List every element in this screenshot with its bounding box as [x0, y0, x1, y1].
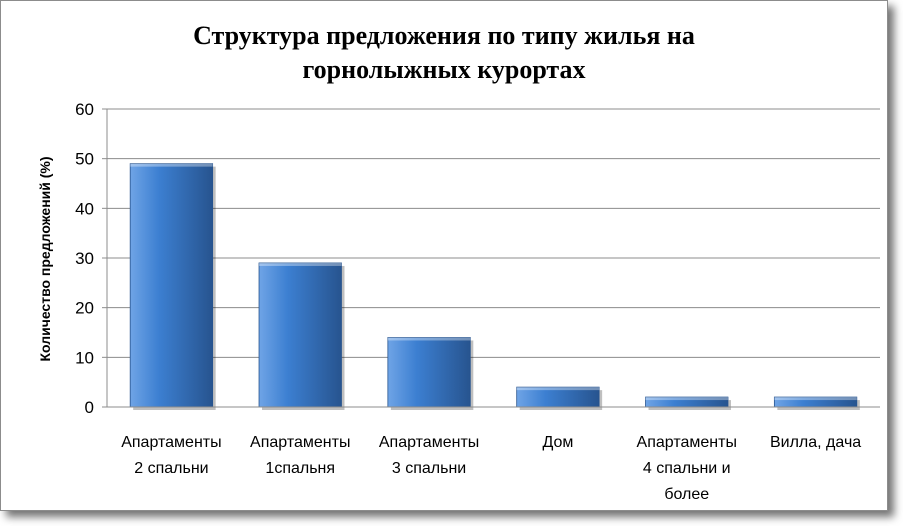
bar-highlight: [387, 337, 471, 341]
bar: [129, 163, 214, 408]
bars: [129, 163, 860, 410]
axes: [106, 109, 880, 408]
chart-title: Структура предложения по типу жилья на г…: [1, 19, 887, 87]
bar-highlight: [259, 262, 342, 266]
x-category-label: Апартаменты 1спальня: [250, 434, 350, 477]
y-tick-label: 50: [75, 150, 94, 169]
x-category-label: Апартаменты 2 спальни: [121, 434, 221, 477]
y-tick-labels: 0 10 20 30 40 50 60: [75, 100, 94, 417]
chart-title-line-1: Структура предложения по типу жилья на: [193, 21, 695, 50]
bar-highlight: [516, 387, 600, 391]
x-category-label: Вилла, дача: [770, 434, 861, 451]
chart-title-line-2: горнолыжных курортах: [302, 55, 586, 84]
x-category-label: Апартаменты 4 спальни и более: [637, 434, 737, 503]
y-tick-label: 0: [85, 398, 94, 417]
x-category-label: Апартаменты 3 спальни: [379, 434, 479, 477]
bar: [387, 337, 471, 408]
bar-highlight: [645, 397, 728, 401]
x-category-label: Дом: [542, 434, 573, 451]
x-category-labels: Апартаменты 2 спальни Апартаменты 1спальня А…: [121, 434, 861, 503]
bar-highlight: [130, 163, 213, 167]
grid-lines: [102, 108, 880, 408]
bar: [258, 262, 342, 408]
y-tick-label: 30: [75, 249, 94, 268]
y-tick-label: 10: [75, 348, 94, 367]
bar-highlight: [774, 397, 857, 401]
y-tick-label: 40: [75, 199, 94, 218]
y-tick-label: 60: [75, 100, 94, 119]
y-tick-label: 20: [75, 299, 94, 318]
